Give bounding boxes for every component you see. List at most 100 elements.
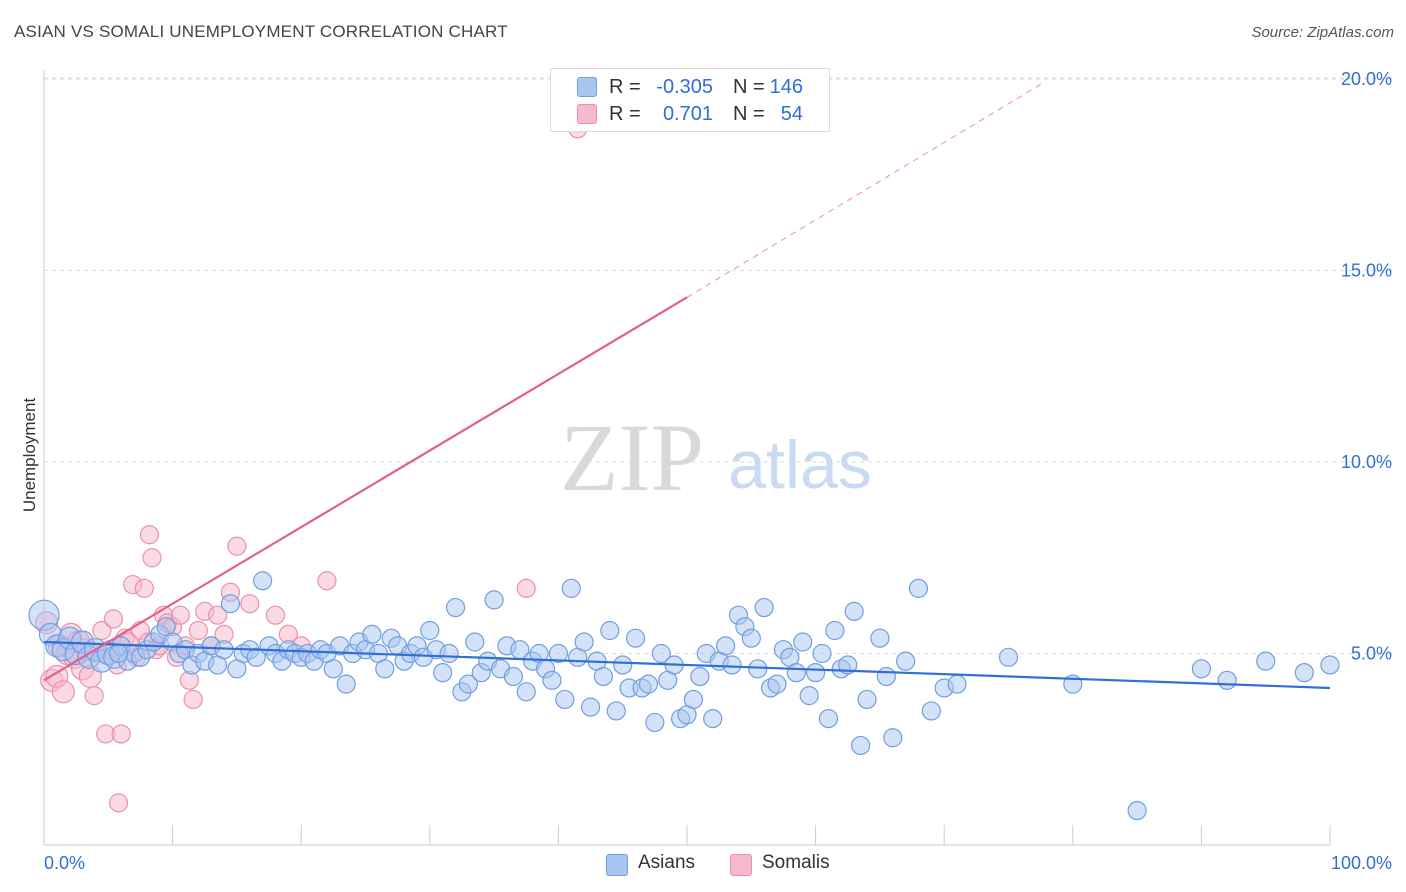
y-tick-label: 15.0%: [1341, 261, 1392, 281]
data-point: [574, 632, 594, 652]
data-point: [638, 674, 659, 694]
x-tick-label-min: 0.0%: [44, 853, 85, 873]
data-point: [754, 597, 774, 618]
data-point: [362, 624, 382, 644]
data-point: [111, 724, 131, 744]
data-point: [908, 578, 929, 598]
data-point: [825, 620, 845, 641]
data-point: [548, 643, 569, 664]
legend-n-value: 146: [769, 76, 803, 98]
legend-r-label: R =: [609, 76, 641, 98]
data-point: [108, 793, 129, 813]
data-point: [336, 674, 356, 694]
data-point: [1294, 663, 1314, 683]
asians-swatch: [577, 77, 597, 97]
grid-lines: [44, 77, 1392, 654]
data-point: [580, 697, 601, 717]
data-point: [51, 680, 75, 704]
x-tick-label-max: 100.0%: [1331, 853, 1392, 873]
data-point: [883, 728, 903, 748]
data-point: [542, 670, 562, 690]
somalis-trend-extension: [686, 82, 1044, 298]
data-point: [857, 689, 877, 710]
legend-r-label: R =: [609, 103, 641, 125]
data-point: [1127, 800, 1147, 821]
series-somalis: [34, 119, 588, 813]
series-legend: Asians Somalis: [0, 852, 1406, 876]
data-point: [1320, 655, 1340, 675]
data-point: [683, 689, 704, 710]
data-point: [220, 594, 241, 614]
legend-n-label: N =: [733, 103, 765, 125]
data-point: [645, 712, 665, 733]
data-point: [786, 663, 806, 683]
legend-n-label: N =: [733, 76, 765, 98]
data-point: [240, 594, 260, 614]
data-point: [767, 674, 787, 694]
asians-legend-swatch: [606, 854, 628, 876]
data-point: [465, 632, 485, 652]
data-point: [651, 643, 671, 664]
data-point: [516, 682, 536, 702]
data-point: [484, 590, 504, 610]
data-point: [613, 655, 633, 675]
series-asians: [28, 571, 1340, 821]
data-point: [876, 666, 896, 687]
somalis-trend-line: [43, 296, 688, 682]
data-point: [516, 578, 536, 598]
data-point: [227, 536, 247, 556]
data-point: [690, 666, 710, 687]
source-label: Source: ZipAtlas.com: [1251, 24, 1394, 41]
data-point: [323, 659, 343, 679]
data-point: [715, 636, 736, 656]
data-point: [555, 689, 575, 710]
data-point: [188, 620, 208, 641]
stats-legend: R = -0.305 N = 146 R = 0.701 N = 54: [550, 68, 830, 132]
tick-labels: 5.0% 10.0% 15.0% 20.0% 0.0% 100.0%: [44, 69, 1392, 873]
watermark-atlas: atlas: [728, 427, 872, 503]
data-point: [420, 620, 440, 641]
y-tick-label: 20.0%: [1341, 69, 1392, 89]
data-point: [818, 709, 839, 729]
data-point: [703, 709, 723, 729]
data-point: [317, 571, 337, 591]
legend-row-asians: R = -0.305 N = 146: [551, 74, 829, 100]
data-point: [246, 647, 266, 667]
asians-trend-line: [43, 640, 1331, 690]
data-point: [265, 605, 286, 625]
data-point: [92, 620, 112, 641]
axes: [43, 70, 1331, 846]
data-point: [851, 735, 871, 756]
data-point: [593, 666, 614, 687]
legend-label-somalis: Somalis: [762, 852, 830, 873]
data-point: [142, 548, 162, 568]
trend-lines: [43, 82, 1331, 690]
y-tick-label: 10.0%: [1341, 452, 1392, 472]
y-tick-label: 5.0%: [1351, 644, 1392, 664]
data-point: [433, 663, 453, 683]
data-point: [606, 701, 626, 721]
data-point: [139, 525, 160, 545]
data-point: [793, 632, 813, 652]
watermark-zip: ZIP: [560, 404, 704, 511]
somalis-legend-swatch: [730, 854, 752, 876]
data-point: [253, 571, 273, 591]
data-point: [458, 674, 478, 694]
data-point: [503, 666, 523, 687]
data-point: [812, 643, 832, 664]
data-point: [170, 605, 190, 625]
data-point: [103, 609, 124, 629]
data-point: [805, 663, 826, 683]
data-point: [375, 659, 395, 679]
data-point: [921, 701, 941, 721]
data-point: [844, 601, 864, 621]
chart-title: ASIAN VS SOMALI UNEMPLOYMENT CORRELATION…: [14, 22, 508, 41]
legend-row-somalis: R = 0.701 N = 54: [551, 101, 829, 127]
data-point: [134, 578, 154, 598]
legend-r-value: 0.701: [662, 103, 713, 125]
watermark: ZIP atlas: [560, 404, 872, 511]
data-point: [445, 597, 466, 618]
somalis-swatch: [577, 104, 597, 124]
data-point: [625, 628, 646, 648]
